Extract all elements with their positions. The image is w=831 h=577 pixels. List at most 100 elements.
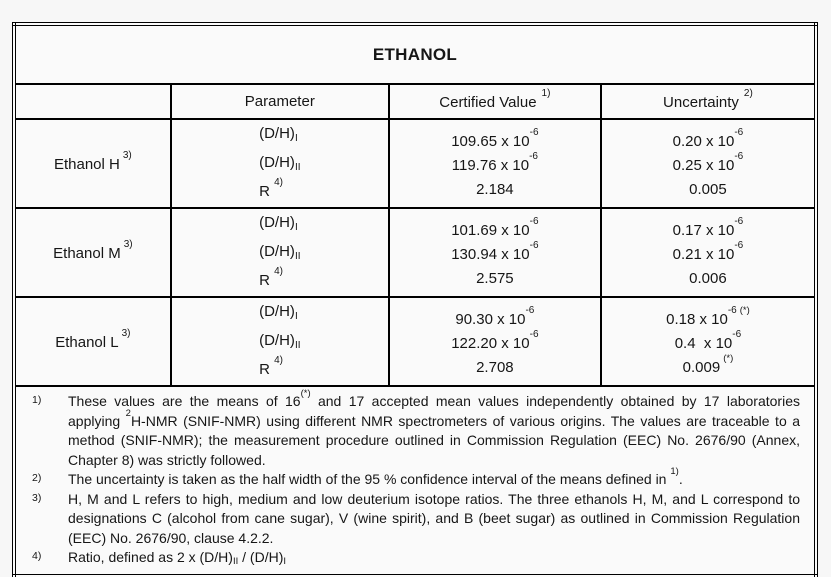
footnotes-cell: 1) These values are the means of 16(*) a… — [13, 385, 817, 577]
footnote-text: Ratio, defined as 2 x (D/H)II / (D/H)I — [68, 549, 286, 567]
uncertainty-cell: 0.20 x 10-6 0.25 x 10-6 0.005 — [599, 118, 818, 209]
parameter-subscript: I — [294, 133, 298, 144]
certified-value-line: 122.20 x 10-6 — [390, 328, 600, 354]
row-label: Ethanol M3) — [13, 207, 172, 298]
isotope-superscript: 2 — [125, 407, 131, 419]
uncertainty-line: 0.21 x 10-6 — [602, 239, 814, 265]
certified-value-line: 119.76 x 10-6 — [390, 151, 600, 176]
footnote-3: 3) H, M and L refers to high, medium and… — [32, 490, 800, 549]
parameter-cell: (D/H)I (D/H)II R 4) — [169, 207, 390, 298]
uncertainty-line: 0.4 x 10-6 — [602, 329, 814, 354]
certified-value-line: 101.69 x 10-6 — [390, 215, 600, 241]
footnote-text: The uncertainty is taken as the half wid… — [68, 466, 683, 487]
value-base: 119.76 x 10 — [451, 156, 530, 174]
certified-value-cell: 101.69 x 10-6 130.94 x 10-6 2.575 — [387, 207, 602, 298]
value-base: 0.005 — [689, 180, 727, 198]
header-row: Parameter Certified Value 1) Uncertainty 2… — [13, 83, 818, 120]
certified-value-line: 109.65 x 10-6 — [390, 126, 600, 152]
footnote-marker: 3) — [32, 491, 42, 504]
footnote-text: These values are the means of 16(*) and … — [68, 388, 800, 468]
parameter-base: (D/H) — [259, 154, 295, 171]
parameter-subscript: I — [294, 311, 298, 322]
parameter-cell: (D/H)I (D/H)II R 4) — [169, 296, 390, 387]
value-exponent: -6 — [734, 239, 744, 251]
ethanol-certified-values-table: ETHANOL Parameter Certified Value 1) Unce… — [12, 22, 818, 577]
row-label-text: Ethanol M — [53, 244, 121, 262]
value-exponent: -6 — [734, 215, 744, 227]
parameter-line: (D/H)I — [259, 120, 300, 149]
value-base: 90.30 x 10 — [455, 310, 526, 328]
ratio-subscript: II — [232, 556, 239, 567]
value-base: 130.94 x 10 — [451, 245, 530, 263]
value-exponent: -6 — [727, 304, 737, 316]
footnote-marker: 1) — [32, 394, 42, 406]
parameter-base: (D/H) — [259, 125, 295, 142]
uncertainty-cell: 0.18 x 10-6 (*) 0.4 x 10-6 0.009(*) — [599, 296, 818, 387]
value-base: 0.4 x 10 — [674, 334, 733, 352]
header-empty-cell — [13, 83, 172, 120]
value-base: 2.575 — [476, 269, 514, 287]
uncertainty-line: 0.005 — [602, 176, 814, 200]
value-exponent: -6 — [525, 304, 535, 316]
parameter-block: (D/H)I (D/H)II R 4) — [259, 209, 300, 296]
uncertainty-line: 0.20 x 10-6 — [602, 127, 814, 152]
parameter-cell: (D/H)I (D/H)II R 4) — [169, 118, 390, 209]
footnotes-row: 1) These values are the means of 16(*) a… — [13, 385, 817, 577]
parameter-footnote-ref: 4) — [274, 266, 284, 277]
parameter-base: (D/H) — [259, 214, 295, 231]
footnote-marker: 4) — [32, 550, 42, 562]
value-exponent: -6 — [529, 328, 539, 340]
uncertainty-cell: 0.17 x 10-6 0.21 x 10-6 0.006 — [599, 207, 818, 298]
value-base: 0.25 x 10 — [672, 156, 735, 174]
footnote-ref-3: 3) — [121, 327, 131, 339]
value-exponent: -6 — [529, 239, 539, 251]
parameter-base: R — [259, 272, 275, 289]
header-parameter-label: Parameter — [244, 93, 315, 110]
parameter-subscript: II — [294, 251, 301, 262]
footnote-ref-3: 3) — [123, 238, 133, 250]
table-row-ethanol-h: Ethanol H3) (D/H)I (D/H)II R 4) 109.65 x… — [13, 118, 818, 209]
asterisk-note: (*) — [300, 388, 311, 400]
certified-value-line: 130.94 x 10-6 — [390, 239, 600, 265]
value-base: 109.65 x 10 — [451, 132, 530, 150]
parameter-line: R 4) — [259, 355, 300, 385]
footnote-text: H, M and L refers to high, medium and lo… — [68, 490, 800, 546]
parameter-subscript: II — [294, 340, 301, 351]
row-label: Ethanol L3) — [13, 296, 172, 387]
header-certified-label: Certified Value — [439, 93, 537, 111]
value-base: 122.20 x 10 — [451, 334, 530, 352]
value-base: 2.708 — [476, 358, 514, 376]
uncertainty-line: 0.006 — [602, 265, 814, 289]
parameter-line: (D/H)II — [259, 238, 300, 267]
footnote-4: 4) Ratio, defined as 2 x (D/H)II / (D/H)… — [32, 548, 800, 568]
value-exponent: -6 — [529, 126, 539, 138]
certified-value-line: 2.575 — [390, 265, 600, 289]
parameter-base: (D/H) — [259, 243, 295, 260]
uncertainty-line: 0.17 x 10-6 — [602, 215, 814, 241]
row-label: Ethanol H3) — [13, 118, 172, 209]
header-certified-value: Certified Value 1) — [387, 83, 602, 120]
asterisk-note: (*) — [739, 304, 750, 316]
header-uncertainty: Uncertainty 2) — [599, 83, 818, 120]
title-row: ETHANOL — [13, 23, 817, 85]
parameter-base: R — [259, 361, 275, 378]
header-uncertainty-label: Uncertainty — [663, 93, 739, 111]
parameter-line: R 4) — [259, 177, 300, 207]
value-base: 101.69 x 10 — [451, 221, 530, 239]
table-title: ETHANOL — [13, 23, 817, 85]
value-exponent: -6 — [529, 215, 539, 227]
asterisk-note: (*) — [723, 352, 734, 364]
parameter-base: (D/H) — [259, 332, 295, 349]
parameter-footnote-ref: 4) — [274, 177, 284, 188]
value-base: 0.18 x 10 — [666, 310, 728, 328]
uncertainty-line: 0.25 x 10-6 — [602, 151, 814, 176]
certified-value-line: 90.30 x 10-6 — [390, 304, 600, 330]
footnote-ref-2: 2) — [743, 87, 753, 99]
header-parameter: Parameter — [169, 83, 390, 120]
footnote-marker: 2) — [32, 472, 42, 484]
table-row-ethanol-l: Ethanol L3) (D/H)I (D/H)II R 4) 90.30 x … — [13, 296, 818, 387]
footnote-2: 2) The uncertainty is taken as the half … — [32, 466, 800, 490]
parameter-footnote-ref: 4) — [274, 355, 284, 366]
table-row-ethanol-m: Ethanol M3) (D/H)I (D/H)II R 4) 101.69 x… — [13, 207, 818, 298]
